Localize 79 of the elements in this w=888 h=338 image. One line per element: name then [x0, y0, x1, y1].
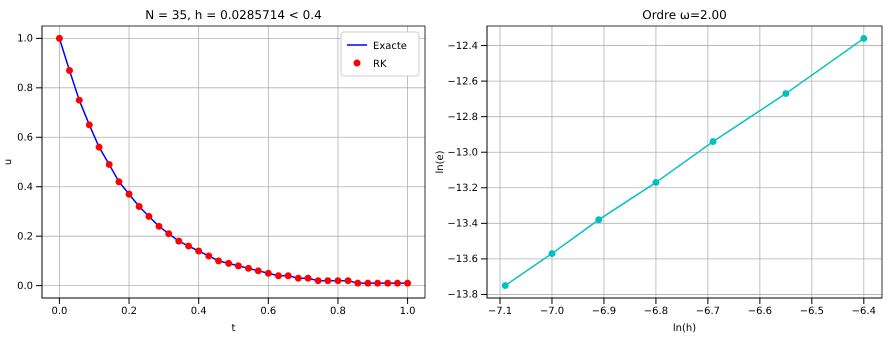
y-tick-label: −13.2 — [447, 182, 478, 194]
point — [364, 280, 372, 287]
point — [860, 34, 868, 42]
y-tick-label: −13.8 — [447, 290, 478, 301]
x-tick-label: −6.4 — [852, 306, 876, 318]
point — [294, 274, 302, 282]
y-tick-label: −12.6 — [447, 76, 478, 88]
point — [205, 252, 212, 260]
point — [264, 270, 272, 277]
y-tick-label: 0.0 — [17, 280, 33, 292]
point — [195, 248, 202, 254]
x-tick-label: −6.7 — [696, 306, 720, 318]
x-tick-label: −6.5 — [800, 306, 824, 318]
y-tick-label: 0.2 — [17, 231, 33, 242]
chart-title: Ordre ω=2.00 — [642, 8, 727, 22]
point — [304, 274, 312, 282]
point — [215, 257, 222, 264]
y-tick-label: −12.4 — [447, 40, 478, 52]
point — [136, 203, 143, 210]
x-tick-label: −6.8 — [644, 306, 668, 318]
x-tick-label: 0.2 — [121, 306, 137, 318]
point — [710, 138, 717, 146]
x-tick-label: 0.8 — [330, 306, 346, 318]
point — [165, 230, 172, 238]
y-tick-label: −12.8 — [447, 112, 478, 123]
y-tick-label: 0.8 — [17, 83, 33, 94]
x-tick-label: 0.0 — [51, 306, 68, 318]
y-tick-label: 0.6 — [17, 132, 33, 144]
x-tick-label: −6.9 — [592, 306, 616, 318]
point — [274, 272, 282, 280]
x-axis-title: t — [232, 323, 236, 334]
point — [115, 178, 122, 186]
legend-label: RK — [373, 59, 387, 70]
point — [314, 277, 322, 284]
point — [782, 90, 790, 98]
x-tick-label: −7.0 — [540, 306, 564, 318]
point — [254, 267, 262, 274]
point — [354, 280, 362, 287]
x-tick-label: 1.0 — [400, 306, 416, 318]
point — [394, 280, 401, 287]
x-tick-label: 0.4 — [190, 306, 207, 318]
point — [185, 242, 192, 250]
point — [384, 280, 392, 287]
point — [404, 280, 412, 287]
y-tick-label: 1.0 — [17, 34, 33, 45]
point — [324, 277, 332, 284]
y-tick-label: −13.0 — [447, 147, 478, 158]
chart-title: N = 35, h = 0.0285714 < 0.4 — [145, 8, 322, 22]
point — [595, 216, 602, 224]
point — [284, 272, 292, 280]
point — [334, 277, 342, 284]
point — [76, 96, 83, 104]
y-tick-label: −13.4 — [447, 218, 478, 230]
point — [56, 34, 63, 42]
point — [96, 144, 103, 151]
x-axis-title: ln(h) — [672, 323, 696, 334]
point — [234, 262, 242, 270]
point — [175, 238, 182, 245]
point — [244, 264, 252, 272]
point — [225, 260, 232, 267]
x-tick-label: 0.6 — [260, 306, 276, 318]
y-axis-title: u — [2, 158, 14, 166]
y-tick-label: −13.6 — [447, 254, 478, 266]
point — [652, 178, 660, 186]
y-tick-label: 0.4 — [17, 182, 33, 193]
point — [86, 121, 93, 128]
point — [502, 282, 509, 290]
x-tick-label: −7.1 — [488, 306, 512, 318]
point — [156, 222, 162, 230]
point — [145, 212, 152, 220]
point — [548, 250, 556, 258]
point — [106, 161, 113, 168]
point — [344, 277, 352, 284]
x-tick-label: −6.6 — [748, 306, 772, 318]
y-axis-title: ln(e) — [435, 150, 446, 174]
point — [374, 280, 382, 287]
point — [66, 67, 73, 74]
point — [126, 190, 133, 198]
legend-label: Exacte — [373, 41, 407, 52]
